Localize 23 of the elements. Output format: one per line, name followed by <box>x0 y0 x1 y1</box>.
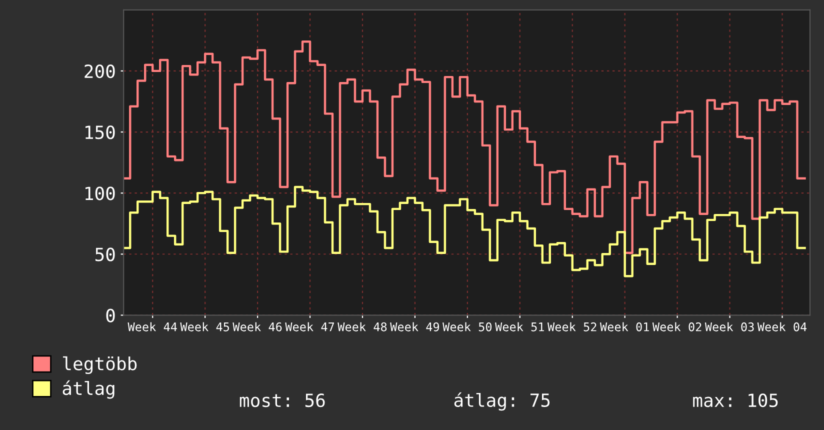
x-tick-label: Week 45 <box>180 322 230 332</box>
y-tick-label: 50 <box>95 248 115 262</box>
x-tick-label: Week 01 <box>600 322 649 332</box>
x-tick-label: Week 52 <box>548 322 596 332</box>
y-tick-label: 150 <box>86 126 115 140</box>
x-tick-label: Week 48 <box>338 322 387 332</box>
x-tick-label: Week 49 <box>390 322 440 332</box>
x-tick-label: Week 50 <box>442 322 492 332</box>
legend-label: legtöbb <box>63 356 137 374</box>
x-tick-label: Week 04 <box>757 322 807 332</box>
x-tick-label: Week 03 <box>704 322 754 332</box>
text: átlag: 75 <box>454 392 550 411</box>
y-tick-label: 100 <box>86 186 115 200</box>
y-tick-label: 200 <box>84 64 115 78</box>
legend-label: átlag <box>62 380 114 399</box>
x-tick-label: Week 44 <box>128 322 177 332</box>
text: most: 56 <box>240 393 325 408</box>
x-tick-label: Week 46 <box>232 322 282 332</box>
x-tick-label: Week 02 <box>652 322 702 332</box>
x-tick-label: Week 51 <box>495 322 544 332</box>
text: max: 105 <box>693 393 778 408</box>
y-tick-label: 0 <box>106 308 115 322</box>
x-tick-label: Week 47 <box>285 322 334 332</box>
